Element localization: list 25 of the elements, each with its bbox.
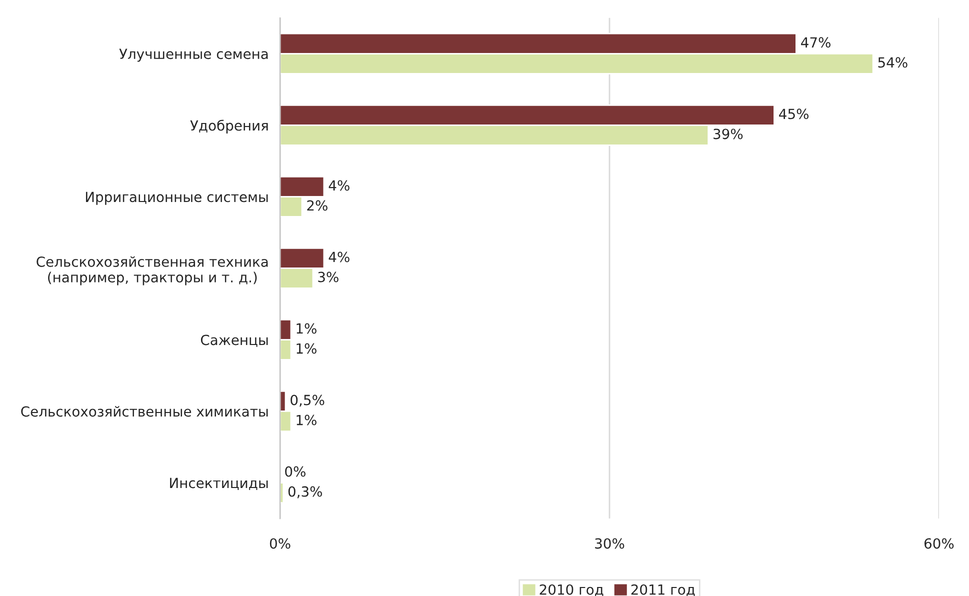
data-label: 1%: [296, 323, 316, 334]
y-tick-label: Саженцы: [200, 334, 268, 347]
bar: [280, 482, 284, 504]
x-tick-label: 0%: [270, 538, 290, 549]
x-tick-label: 60%: [924, 538, 954, 549]
data-label: 4%: [328, 252, 350, 262]
data-label: 47%: [801, 37, 830, 48]
data-label: 0,5%: [290, 394, 324, 407]
data-label: 3%: [318, 272, 338, 282]
data-label: 1%: [296, 343, 316, 354]
y-tick-label: Улучшенные семена: [119, 48, 268, 62]
data-label: 54%: [878, 57, 908, 68]
x-tick-label: 30%: [595, 538, 624, 549]
data-label: 0,3%: [288, 486, 322, 498]
y-tick-label: Инсектициды: [170, 478, 268, 490]
y-tick-label: Ирригационные системы: [86, 192, 268, 205]
data-label: 1%: [296, 414, 316, 426]
y-tick-label: Удобрения: [190, 120, 268, 134]
data-label: 2%: [307, 200, 328, 211]
data-label: 4%: [328, 180, 350, 191]
data-label: 45%: [779, 108, 808, 120]
y-tick-label: Сельскохозяйственная техника (например, тракторы и т. д.): [36, 256, 268, 286]
data-label: 0%: [285, 466, 306, 477]
y-tick-label: Сельскохозяйственные химикаты: [21, 406, 268, 417]
data-label: 39%: [714, 128, 743, 140]
